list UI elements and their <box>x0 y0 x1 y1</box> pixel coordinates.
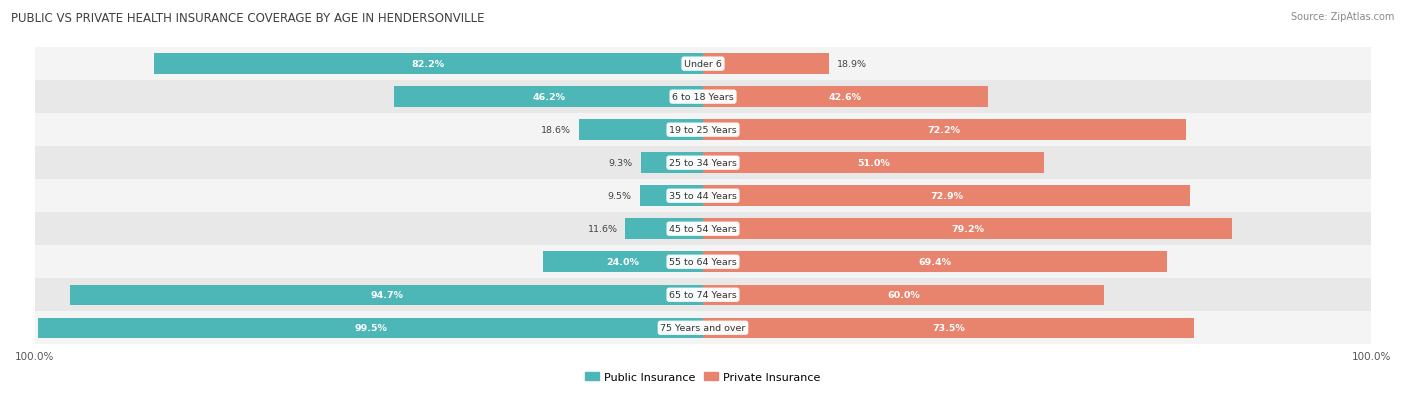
Bar <box>35 48 1371 81</box>
Text: 82.2%: 82.2% <box>412 60 444 69</box>
Bar <box>38 318 703 338</box>
Bar <box>703 120 1185 140</box>
Text: 25 to 34 Years: 25 to 34 Years <box>669 159 737 168</box>
Text: 79.2%: 79.2% <box>950 225 984 234</box>
Text: 72.2%: 72.2% <box>928 126 960 135</box>
Text: 72.9%: 72.9% <box>931 192 963 201</box>
Text: 99.5%: 99.5% <box>354 323 387 332</box>
Bar <box>35 180 1371 213</box>
Bar <box>641 153 703 173</box>
Text: 6 to 18 Years: 6 to 18 Years <box>672 93 734 102</box>
Text: 51.0%: 51.0% <box>858 159 890 168</box>
Bar <box>35 213 1371 246</box>
Bar <box>35 81 1371 114</box>
Bar <box>703 186 1191 206</box>
Text: 46.2%: 46.2% <box>531 93 565 102</box>
Bar <box>70 285 703 305</box>
Bar <box>703 54 830 75</box>
Bar <box>579 120 703 140</box>
Bar <box>543 252 703 272</box>
Bar <box>703 219 1232 240</box>
Text: 18.6%: 18.6% <box>541 126 571 135</box>
Bar <box>703 285 1104 305</box>
Text: 94.7%: 94.7% <box>370 290 404 299</box>
Bar <box>35 246 1371 278</box>
Bar <box>703 252 1167 272</box>
Text: 9.3%: 9.3% <box>609 159 633 168</box>
Text: 75 Years and over: 75 Years and over <box>661 323 745 332</box>
Text: 55 to 64 Years: 55 to 64 Years <box>669 258 737 266</box>
Bar <box>703 318 1194 338</box>
Text: 18.9%: 18.9% <box>838 60 868 69</box>
Text: 42.6%: 42.6% <box>830 93 862 102</box>
Text: 73.5%: 73.5% <box>932 323 965 332</box>
Bar <box>35 147 1371 180</box>
Text: 45 to 54 Years: 45 to 54 Years <box>669 225 737 234</box>
Bar <box>35 114 1371 147</box>
Text: 35 to 44 Years: 35 to 44 Years <box>669 192 737 201</box>
Text: 65 to 74 Years: 65 to 74 Years <box>669 290 737 299</box>
Bar <box>35 311 1371 344</box>
Text: 19 to 25 Years: 19 to 25 Years <box>669 126 737 135</box>
Bar <box>703 153 1043 173</box>
Bar <box>153 54 703 75</box>
Bar <box>626 219 703 240</box>
Text: 9.5%: 9.5% <box>607 192 631 201</box>
Text: Under 6: Under 6 <box>685 60 721 69</box>
Legend: Public Insurance, Private Insurance: Public Insurance, Private Insurance <box>581 367 825 386</box>
Bar <box>640 186 703 206</box>
Bar <box>703 87 987 108</box>
Bar <box>35 278 1371 311</box>
Text: 69.4%: 69.4% <box>918 258 952 266</box>
Text: PUBLIC VS PRIVATE HEALTH INSURANCE COVERAGE BY AGE IN HENDERSONVILLE: PUBLIC VS PRIVATE HEALTH INSURANCE COVER… <box>11 12 485 25</box>
Text: 11.6%: 11.6% <box>588 225 617 234</box>
Text: Source: ZipAtlas.com: Source: ZipAtlas.com <box>1291 12 1395 22</box>
Text: 24.0%: 24.0% <box>606 258 640 266</box>
Bar <box>394 87 703 108</box>
Text: 60.0%: 60.0% <box>887 290 920 299</box>
